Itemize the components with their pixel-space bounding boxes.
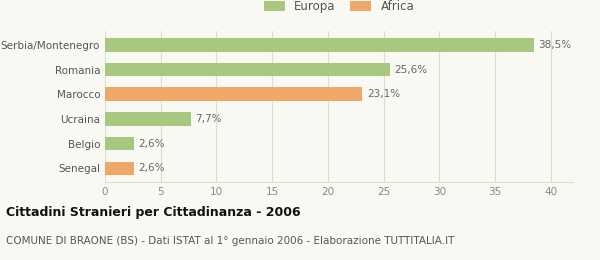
Text: 2,6%: 2,6% <box>139 139 165 149</box>
Text: 23,1%: 23,1% <box>367 89 400 99</box>
Bar <box>105 112 191 126</box>
Text: 25,6%: 25,6% <box>395 64 428 75</box>
Text: 7,7%: 7,7% <box>195 114 222 124</box>
Bar <box>105 137 134 151</box>
Legend: Europa, Africa: Europa, Africa <box>263 0 415 13</box>
Bar <box>105 38 534 52</box>
Text: 2,6%: 2,6% <box>139 163 165 173</box>
Text: COMUNE DI BRAONE (BS) - Dati ISTAT al 1° gennaio 2006 - Elaborazione TUTTITALIA.: COMUNE DI BRAONE (BS) - Dati ISTAT al 1°… <box>6 236 454 246</box>
Bar <box>105 87 362 101</box>
Text: Cittadini Stranieri per Cittadinanza - 2006: Cittadini Stranieri per Cittadinanza - 2… <box>6 206 301 219</box>
Bar <box>105 63 390 76</box>
Text: 38,5%: 38,5% <box>538 40 572 50</box>
Bar <box>105 161 134 175</box>
